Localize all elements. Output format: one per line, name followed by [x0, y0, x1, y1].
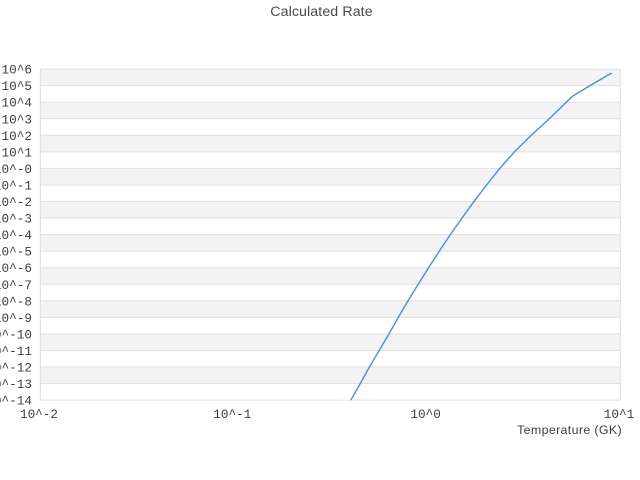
svg-text:10^1: 10^1	[2, 145, 32, 160]
svg-text:10^5: 10^5	[2, 79, 32, 94]
svg-text:10^2: 10^2	[2, 129, 32, 144]
svg-text:10^-10: 10^-10	[0, 327, 32, 342]
svg-text:10^-4: 10^-4	[0, 228, 32, 243]
svg-text:Calculated Rate: Calculated Rate	[270, 4, 372, 20]
svg-text:10^-14: 10^-14	[0, 394, 32, 409]
svg-text:10^1: 10^1	[604, 407, 634, 422]
svg-text:10^-2: 10^-2	[0, 195, 32, 210]
svg-text:10^-6: 10^-6	[0, 261, 32, 276]
svg-text:10^-12: 10^-12	[0, 361, 32, 376]
svg-text:10^-5: 10^-5	[0, 245, 32, 260]
svg-text:10^-7: 10^-7	[0, 278, 32, 293]
svg-text:10^-3: 10^-3	[0, 212, 32, 227]
svg-text:10^0: 10^0	[410, 407, 440, 422]
svg-text:10^-8: 10^-8	[0, 294, 32, 309]
svg-text:10^-1: 10^-1	[0, 178, 32, 193]
svg-text:10^3: 10^3	[2, 112, 32, 127]
svg-text:10^6: 10^6	[2, 63, 32, 78]
svg-text:Temperature (GK): Temperature (GK)	[517, 423, 622, 437]
svg-text:10^-13: 10^-13	[0, 377, 32, 392]
svg-text:10^-11: 10^-11	[0, 344, 32, 359]
svg-text:10^-9: 10^-9	[0, 311, 32, 326]
svg-text:10^-2: 10^-2	[20, 407, 58, 422]
svg-text:10^4: 10^4	[2, 96, 32, 111]
svg-text:10^-1: 10^-1	[213, 407, 251, 422]
svg-text:10^-0: 10^-0	[0, 162, 32, 177]
